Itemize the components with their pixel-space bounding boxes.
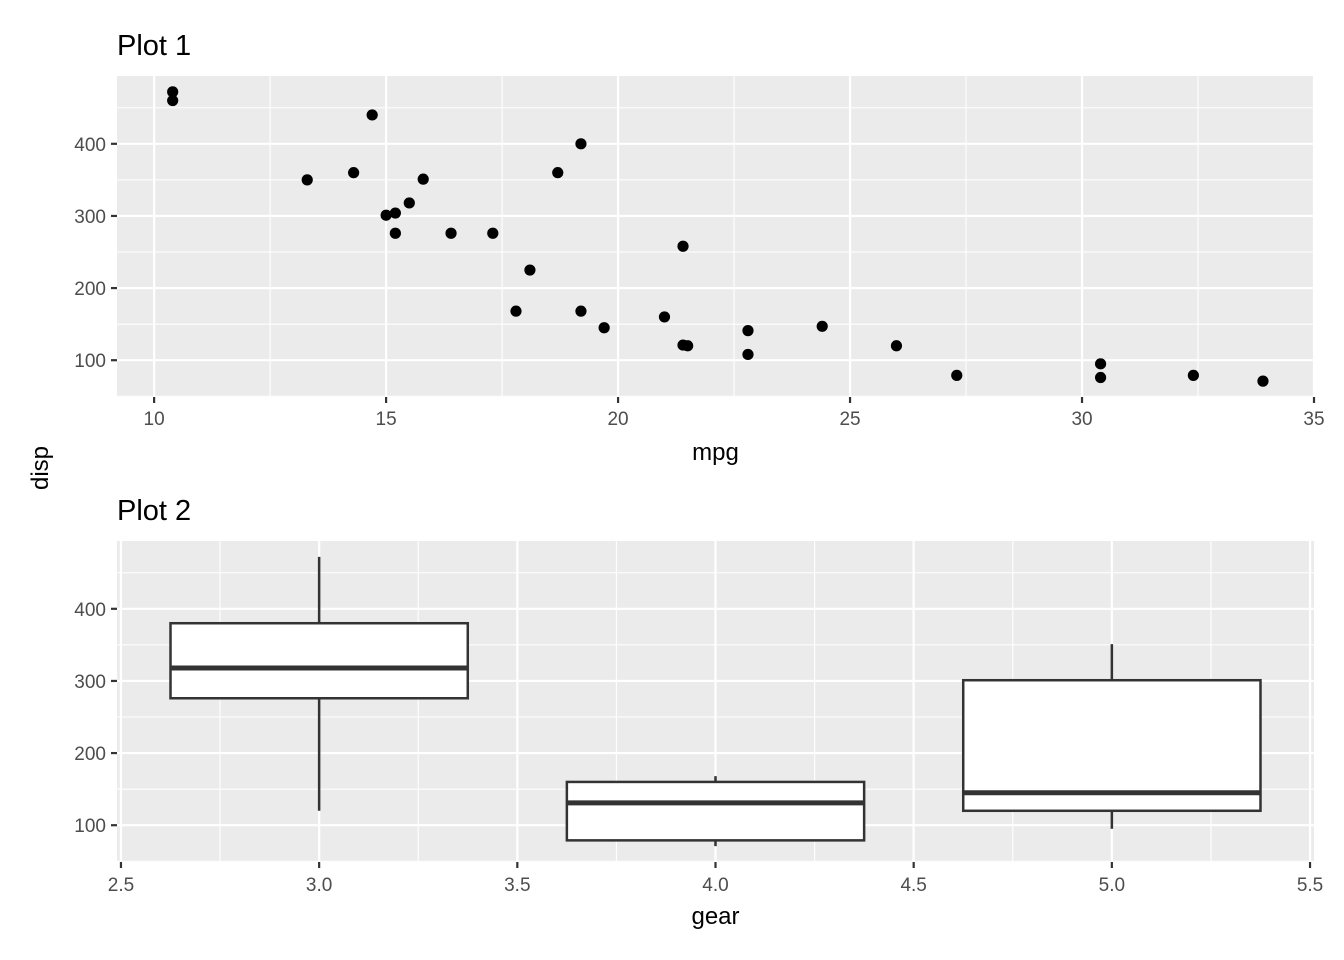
scatter-point — [445, 227, 457, 239]
scatter-point — [951, 369, 963, 381]
plot-2-x-axis-title: gear — [691, 903, 739, 930]
scatter-point — [1187, 369, 1199, 381]
plot-1-x-tick-label: 10 — [144, 409, 165, 430]
scatter-point — [1257, 375, 1269, 387]
box-iqr — [565, 780, 866, 842]
scatter-point — [575, 305, 587, 317]
scatter-point — [510, 305, 522, 317]
scatter-point — [816, 320, 828, 332]
plot-1-x-tick-label: 15 — [376, 409, 397, 430]
plot-1-x-tick-label: 30 — [1071, 409, 1092, 430]
plot-2-x-tick-label: 5.5 — [1297, 875, 1323, 896]
plot-2-x-tick-label: 4.5 — [900, 875, 926, 896]
plot-1-y-tick-label: 400 — [74, 135, 106, 156]
scatter-point — [677, 240, 689, 252]
plot-1-scatter: 100 200 300 400 10 15 20 25 30 35 Plot 1 mpg — [74, 30, 1324, 466]
plot-1-y-tick-label: 200 — [74, 279, 106, 300]
scatter-point — [524, 264, 536, 276]
box-iqr — [169, 621, 470, 700]
scatter-point — [598, 322, 610, 334]
scatter-point — [380, 209, 392, 221]
plot-2-x-tick-label: 2.5 — [108, 875, 134, 896]
plot-1-x-axis-title: mpg — [692, 439, 739, 466]
plot-1-title: Plot 1 — [117, 30, 191, 62]
plot-2-y-tick-label: 400 — [74, 600, 106, 621]
scatter-point — [167, 94, 179, 107]
plot-1-x-tick-label: 20 — [607, 409, 628, 430]
plot-1-x-tick-label: 35 — [1303, 409, 1324, 430]
plot-2-title: Plot 2 — [117, 495, 191, 527]
plot-1-panel — [117, 76, 1314, 397]
scatter-point — [348, 167, 360, 179]
scatter-point — [552, 167, 564, 179]
plot-2-y-tick-label: 100 — [74, 816, 106, 837]
scatter-point — [575, 138, 587, 150]
scatter-point — [366, 109, 378, 121]
plot-2-x-tick-label: 5.0 — [1099, 875, 1125, 896]
scatter-point — [403, 197, 415, 209]
scatter-point — [389, 227, 401, 239]
scatter-point — [389, 207, 401, 219]
scatter-point — [417, 173, 429, 185]
plot-1-x-tick-label: 25 — [839, 409, 860, 430]
plot-1-y-tick-label: 100 — [74, 351, 106, 372]
box-iqr — [961, 678, 1262, 813]
scatter-point — [167, 86, 179, 98]
plot-1-y-tick-label: 300 — [74, 207, 106, 228]
plot-2-x-tick-label: 4.0 — [702, 875, 728, 896]
scatter-point — [1094, 358, 1107, 370]
plot-2-y-tick-label: 200 — [74, 744, 106, 765]
scatter-point — [658, 311, 671, 323]
shared-y-axis-title: disp — [27, 446, 54, 490]
scatter-point — [890, 340, 903, 352]
scatter-point — [1094, 371, 1107, 384]
scatter-point — [301, 174, 313, 186]
scatter-point — [742, 325, 754, 337]
plot-2-boxplot: 100 200 300 400 2.5 3.0 3.5 4.0 4.5 5.0 5.5 Plot 2 g… — [74, 495, 1323, 930]
scatter-point — [682, 340, 694, 352]
scatter-point — [742, 348, 754, 361]
plot-2-x-tick-label: 3.0 — [306, 875, 332, 896]
scatter-point — [487, 227, 499, 239]
plot-2-x-tick-label: 3.5 — [504, 875, 530, 896]
plot-2-y-tick-label: 300 — [74, 672, 106, 693]
